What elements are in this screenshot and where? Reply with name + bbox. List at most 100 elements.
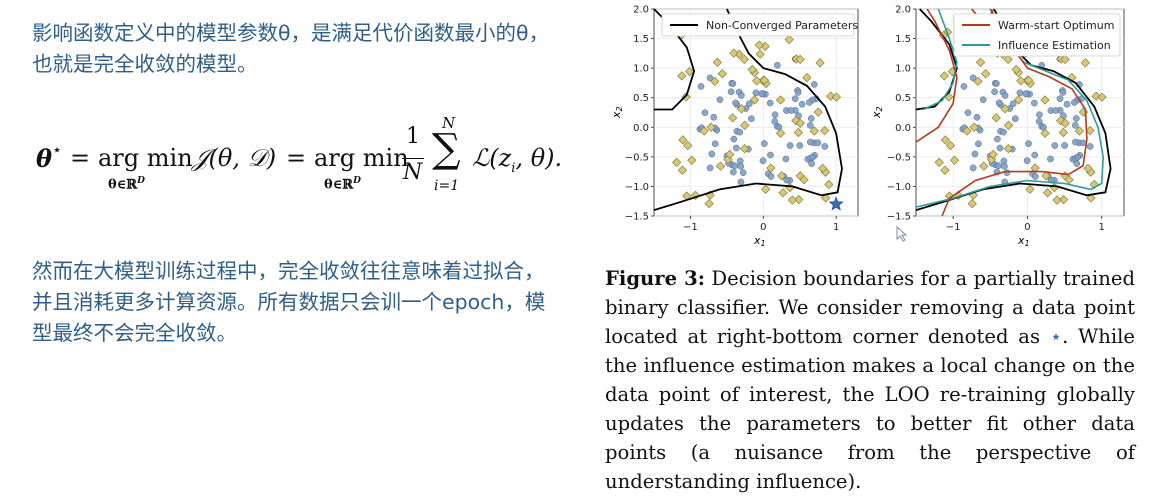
boundary-line-warm-start-left — [915, 8, 958, 143]
data-point-circle — [814, 139, 822, 147]
formula-sub-1: θ∈ℝD — [108, 176, 145, 193]
data-point-diamond — [1003, 54, 1013, 65]
removed-point-star-icon — [828, 196, 844, 211]
data-point-circle — [994, 135, 1001, 143]
data-point-diamond — [809, 126, 819, 136]
data-point-diamond — [940, 165, 950, 175]
data-point-circle — [806, 122, 814, 129]
formula-objective: 𝒥(θ, 𝒟) — [192, 144, 277, 172]
y-tick-label: 0.0 — [895, 123, 911, 134]
data-point-diamond — [725, 149, 735, 160]
x-tick-label: 0 — [1024, 222, 1030, 233]
data-point-circle — [1071, 99, 1078, 106]
data-point-diamond — [704, 198, 714, 209]
plot-right-xlabel: x1 — [1017, 234, 1030, 248]
y-tick-label: 0.0 — [633, 123, 649, 134]
data-point-diamond — [945, 140, 956, 151]
data-point-circle — [810, 81, 818, 88]
data-point-diamond — [766, 163, 776, 173]
data-point-diamond — [818, 163, 828, 174]
caption-text-2: . While the influence estimation makes a… — [605, 325, 1136, 493]
data-point-diamond — [1013, 95, 1024, 105]
y-tick-label: 2.0 — [633, 5, 649, 16]
data-point-circle — [737, 178, 745, 186]
figure-label: Figure 3: — [605, 267, 705, 290]
plot-left-x-ticks: −1 0 1 — [683, 216, 839, 233]
data-point-circle — [752, 89, 760, 97]
formula-argmin-1: arg min — [98, 144, 193, 172]
x-tick-label: −1 — [946, 222, 961, 233]
y-tick-label: −0.5 — [887, 152, 911, 163]
data-point-circle — [1051, 142, 1059, 149]
data-point-diamond — [1074, 126, 1085, 136]
data-point-diamond — [1041, 171, 1051, 181]
data-point-diamond — [815, 58, 825, 68]
data-point-circle — [708, 150, 716, 158]
data-point-diamond — [975, 57, 986, 67]
data-point-circle — [975, 140, 982, 148]
data-point-circle — [1031, 151, 1039, 159]
data-point-diamond — [784, 34, 794, 45]
data-point-circle — [995, 162, 1002, 170]
data-point-diamond — [794, 195, 804, 205]
data-point-circle — [730, 168, 737, 176]
data-point-diamond — [1042, 188, 1053, 198]
data-point-diamond — [831, 92, 842, 102]
argmin-formula: θ ⋆ = arg min θ∈ℝD 𝒥(θ, 𝒟) = arg min θ∈ℝ… — [34, 110, 574, 210]
data-point-circle — [1039, 123, 1047, 131]
data-point-circle — [782, 155, 790, 163]
data-point-circle — [787, 107, 795, 114]
data-point-circle — [1003, 169, 1011, 177]
data-point-circle — [1052, 107, 1060, 114]
plot-left-legend: Non-Converged Parameters — [661, 13, 858, 37]
data-point-circle — [1061, 142, 1068, 149]
data-point-diamond — [685, 66, 695, 77]
data-point-diamond — [1083, 163, 1093, 174]
data-point-circle — [1022, 90, 1029, 98]
x-tick-label: 1 — [1099, 222, 1105, 233]
data-point-diamond — [677, 165, 688, 175]
data-point-circle — [766, 99, 774, 107]
formula-loss: ℒ(zi, θ). — [472, 144, 563, 176]
data-point-circle — [745, 100, 753, 108]
data-point-circle — [759, 157, 767, 165]
data-point-circle — [796, 142, 804, 149]
data-point-circle — [807, 115, 815, 122]
data-point-diamond — [729, 48, 739, 58]
formula-star: ⋆ — [52, 140, 63, 159]
data-point-diamond — [1080, 58, 1090, 68]
data-point-circle — [1047, 155, 1054, 163]
data-point-diamond — [754, 40, 764, 50]
data-point-diamond — [1060, 54, 1070, 65]
data-point-diamond — [672, 157, 682, 168]
data-point-diamond — [710, 76, 720, 86]
decision-boundary-plot-left: 2.0 1.5 1.0 0.5 0.0 −0.5 −1.0 −1.5 −1 0 1 x2 x1 N… — [610, 5, 859, 248]
data-point-diamond — [991, 113, 1001, 123]
data-point-diamond — [939, 71, 949, 81]
data-point-diamond — [683, 140, 693, 151]
data-point-diamond — [739, 144, 750, 154]
data-point-diamond — [1091, 91, 1101, 101]
data-point-diamond — [969, 122, 979, 132]
data-point-diamond — [967, 198, 977, 209]
data-point-diamond — [802, 72, 812, 83]
data-point-diamond — [940, 135, 951, 145]
legend-non-converged: Non-Converged Parameters — [706, 19, 858, 32]
data-point-circle — [736, 128, 744, 136]
data-point-circle — [706, 74, 714, 82]
formula-frac-den: N — [403, 160, 423, 185]
data-point-circle — [1023, 157, 1031, 165]
data-point-circle — [1073, 115, 1080, 122]
data-point-circle — [773, 61, 781, 69]
data-point-circle — [775, 123, 783, 131]
data-point-circle — [711, 140, 719, 148]
plot-left-y-ticks: 2.0 1.5 1.0 0.5 0.0 −0.5 −1.0 −1.5 — [625, 5, 654, 223]
data-point-diamond — [706, 122, 716, 132]
data-point-circle — [706, 164, 714, 172]
data-point-diamond — [775, 95, 786, 105]
data-point-circle — [758, 90, 765, 98]
data-point-circle — [737, 163, 745, 170]
data-point-diamond — [1040, 128, 1050, 138]
data-point-circle — [1059, 89, 1067, 96]
data-point-diamond — [1058, 195, 1069, 205]
